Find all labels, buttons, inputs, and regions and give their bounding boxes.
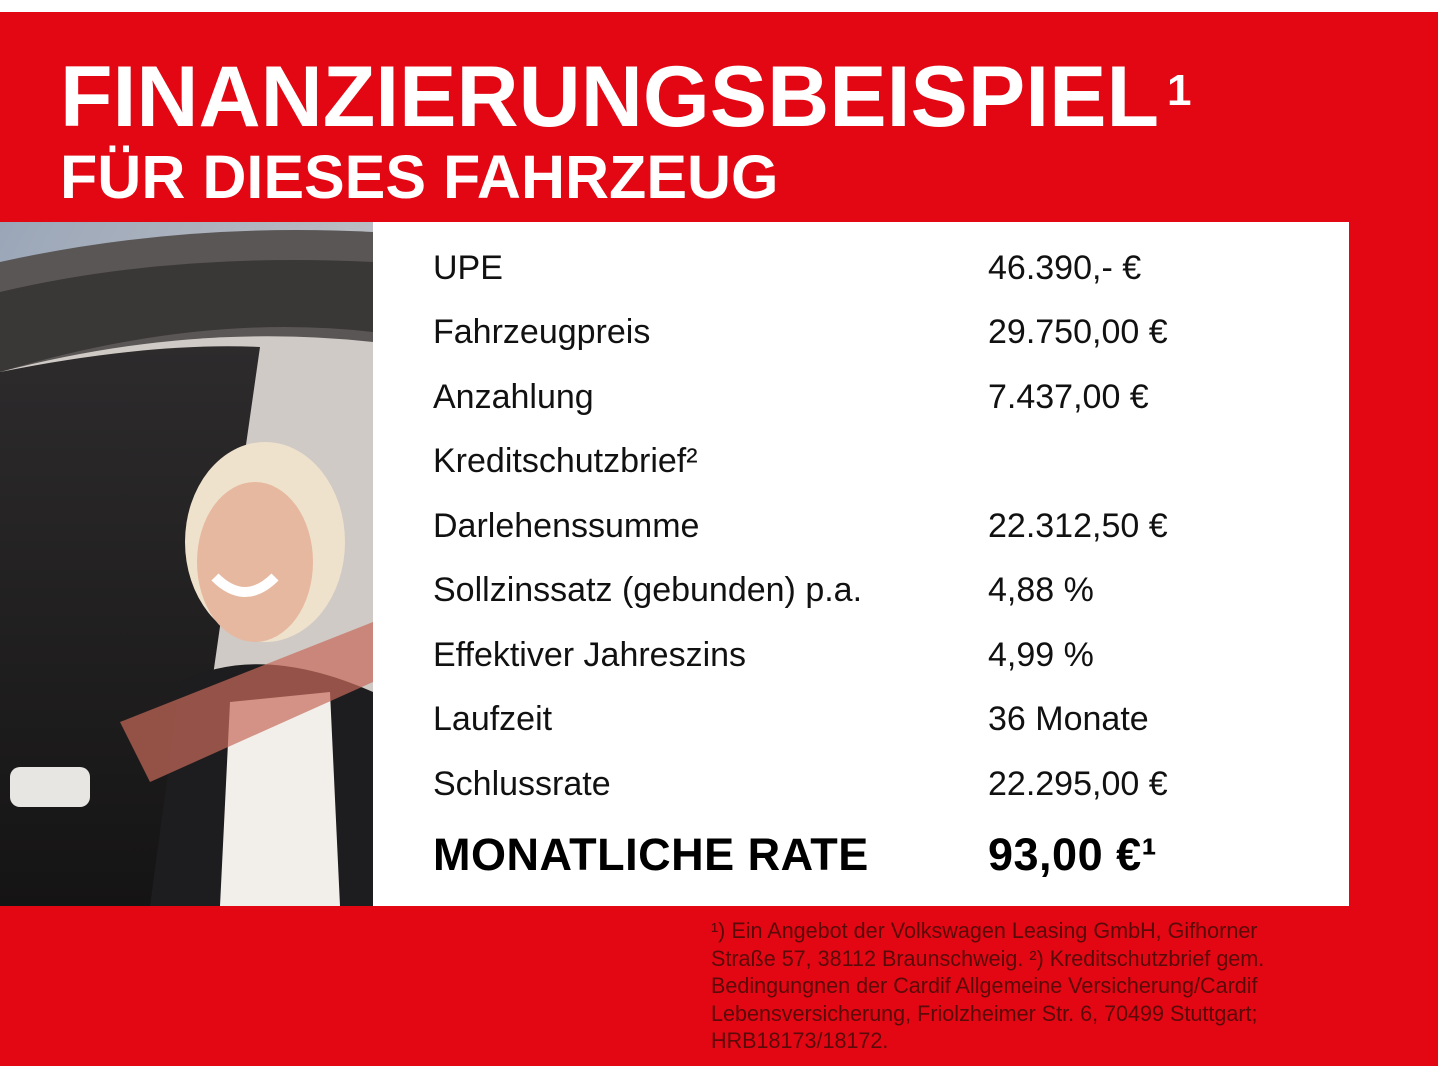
page-subtitle: FÜR DIESES FAHRZEUG	[60, 143, 779, 211]
row-value: 7.437,00 €	[988, 378, 1149, 416]
row-label: Effektiver Jahreszins	[433, 636, 747, 674]
row-label: Anzahlung	[433, 378, 594, 416]
monthly-rate-value: 93,00 €¹	[988, 829, 1158, 880]
row-label: Darlehenssumme	[433, 507, 700, 545]
footnote-line: HRB18173/18172.	[711, 1028, 889, 1054]
row-value: 4,88 %	[988, 571, 1094, 609]
financing-table: UPE 46.390,- € Fahrzeugpreis 29.750,00 € A…	[373, 222, 1349, 906]
title-footnote-marker: 1	[1166, 66, 1192, 115]
row-value: 46.390,- €	[988, 249, 1142, 287]
row-value: 22.312,50 €	[988, 507, 1168, 545]
table-row: Kreditschutzbrief²	[433, 441, 698, 481]
row-label: Sollzinssatz (gebunden) p.a.	[433, 571, 863, 609]
row-label: Laufzeit	[433, 700, 553, 738]
row-label: Fahrzeugpreis	[433, 313, 651, 351]
footnote-line: ¹) Ein Angebot der Volkswagen Leasing Gm…	[711, 918, 1258, 943]
page-title: FINANZIERUNGSBEISPIEL 1	[60, 52, 1191, 142]
table-row: Darlehenssumme 22.312,50 €	[433, 506, 1168, 546]
photo-illustration	[0, 222, 373, 906]
monthly-rate-row: MONATLICHE RATE 93,00 €¹	[433, 829, 1157, 880]
table-row: Sollzinssatz (gebunden) p.a. 4,88 %	[433, 570, 1094, 610]
title-text: FINANZIERUNGSBEISPIEL	[60, 49, 1159, 145]
table-row: Effektiver Jahreszins 4,99 %	[433, 635, 1094, 675]
row-label: Schlussrate	[433, 765, 611, 803]
table-row: Anzahlung 7.437,00 €	[433, 377, 1149, 417]
row-value: 22.295,00 €	[988, 765, 1168, 803]
table-row: Fahrzeugpreis 29.750,00 €	[433, 312, 1168, 352]
table-row: Laufzeit 36 Monate	[433, 699, 1149, 739]
row-value: 29.750,00 €	[988, 313, 1168, 351]
woman-in-car-photo	[0, 222, 373, 906]
row-label: Kreditschutzbrief²	[433, 442, 698, 480]
footnote-line: Bedingungnen der Cardif Allgemeine Versi…	[711, 973, 1258, 999]
row-value: 4,99 %	[988, 636, 1094, 674]
monthly-rate-label: MONATLICHE RATE	[433, 829, 869, 880]
footnote-line: Lebensversicherung, Friolzheimer Str. 6,…	[711, 1000, 1258, 1026]
footnote-line: Straße 57, 38112 Braunschweig. ²) Kredit…	[711, 945, 1265, 971]
row-value: 36 Monate	[988, 700, 1149, 738]
row-label: UPE	[433, 249, 503, 287]
table-row: Schlussrate 22.295,00 €	[433, 764, 1168, 804]
table-row: UPE 46.390,- €	[433, 248, 1141, 288]
footnote: ¹) Ein Angebot der Volkswagen Leasing Gm…	[711, 917, 1264, 1055]
